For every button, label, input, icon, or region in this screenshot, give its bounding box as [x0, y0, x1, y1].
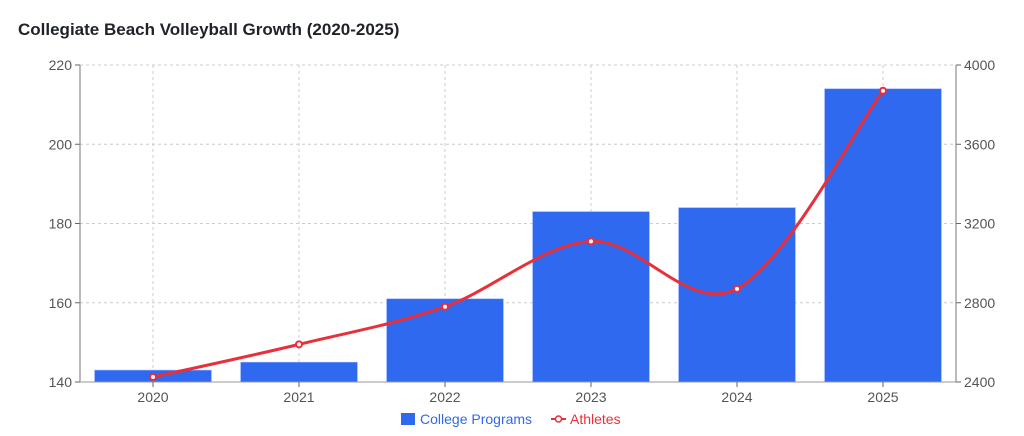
x-axis-tick-label: 2020: [137, 389, 168, 405]
x-axis-tick-label: 2024: [721, 389, 752, 405]
athletes-point-2021: [295, 340, 303, 349]
bar-2024: [678, 207, 796, 383]
bar-2023: [532, 211, 650, 383]
left-axis-tick-label: 140: [49, 374, 73, 390]
legend-athletes: Athletes: [570, 411, 621, 427]
x-axis-tick-label: 2022: [429, 389, 460, 405]
athletes-point-2020: [149, 373, 157, 382]
athletes-point-2025: [879, 86, 887, 95]
left-axis-tick-label: 220: [49, 57, 73, 73]
athletes-point-2022: [441, 302, 449, 311]
bar-2021: [240, 361, 358, 383]
right-axis-tick-label: 3600: [964, 136, 995, 152]
legend-college-programs: College Programs: [420, 411, 532, 427]
legend-bar-swatch: [401, 413, 415, 425]
bar-2025: [824, 88, 942, 383]
left-axis-tick-label: 160: [49, 295, 73, 311]
right-axis-tick-label: 3200: [964, 216, 995, 232]
athletes-line: [152, 89, 885, 379]
chart-title: Collegiate Beach Volleyball Growth (2020…: [18, 20, 400, 39]
athletes-point-2023: [587, 237, 595, 246]
x-axis-tick-label: 2021: [283, 389, 314, 405]
athletes-point-2024: [733, 284, 741, 293]
x-axis-tick-label: 2023: [575, 389, 606, 405]
right-axis-tick-label: 4000: [964, 57, 995, 73]
bar-2022: [386, 298, 504, 383]
left-axis-tick-label: 200: [49, 136, 73, 152]
x-axis-tick-label: 2025: [867, 389, 898, 405]
left-axis-tick-label: 180: [49, 216, 73, 232]
right-axis-tick-label: 2400: [964, 374, 995, 390]
legend-line-marker: [554, 415, 563, 423]
right-axis-tick-label: 2800: [964, 295, 995, 311]
